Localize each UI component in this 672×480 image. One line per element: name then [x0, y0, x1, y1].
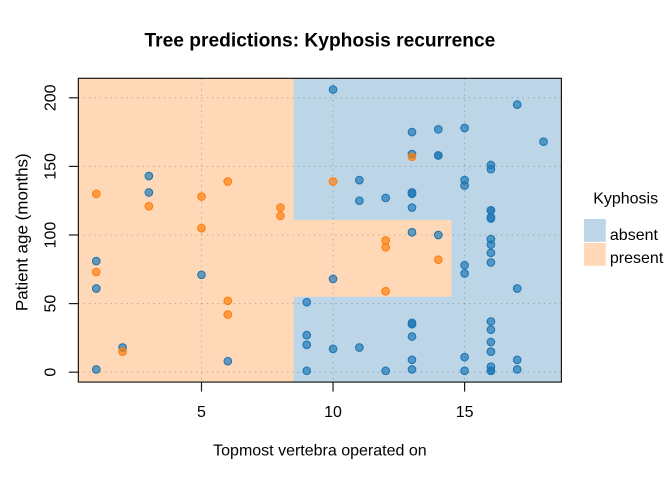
svg-text:10: 10: [324, 404, 342, 421]
svg-text:Topmost vertebra operated on: Topmost vertebra operated on: [213, 443, 426, 460]
svg-text:Patient age (months): Patient age (months): [13, 153, 32, 311]
svg-text:200: 200: [43, 84, 60, 111]
svg-text:5: 5: [197, 404, 206, 421]
svg-text:absent: absent: [610, 227, 659, 244]
svg-text:150: 150: [43, 153, 60, 180]
svg-text:Tree predictions: Kyphosis rec: Tree predictions: Kyphosis recurrence: [144, 31, 495, 52]
svg-text:15: 15: [456, 404, 474, 421]
svg-text:present: present: [610, 250, 664, 267]
svg-text:100: 100: [43, 222, 60, 249]
svg-text:50: 50: [43, 295, 60, 313]
svg-text:0: 0: [43, 368, 60, 377]
svg-text:Kyphosis: Kyphosis: [593, 190, 658, 207]
